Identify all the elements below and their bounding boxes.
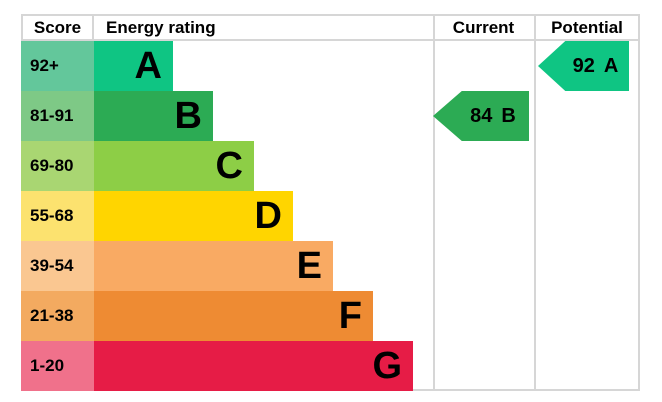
band-grade-label: E [296, 245, 322, 287]
current-grade-label: B [501, 104, 516, 127]
score-range-cell: 81-91 [21, 91, 94, 141]
band-grade-label: B [174, 95, 202, 137]
score-range-cell: 1-20 [21, 341, 94, 391]
score-range-cell: 21-38 [21, 291, 94, 341]
potential-rating-arrow: 92 A [538, 41, 629, 91]
potential-score-value: 92 [572, 54, 595, 77]
score-range-label: 92+ [30, 56, 59, 75]
energy-band-bar: E [94, 241, 333, 291]
score-range-cell: 55-68 [21, 191, 94, 241]
score-range-label: 39-54 [30, 256, 74, 275]
band-grade-label: F [338, 295, 362, 337]
score-range-label: 1-20 [30, 356, 65, 375]
energy-band-bar: D [94, 191, 293, 241]
current-column-divider [433, 16, 435, 389]
current-header: Current [452, 17, 515, 37]
potential-column-divider [534, 16, 536, 389]
energy-band-bar: F [94, 291, 373, 341]
score-range-cell: 92+ [21, 41, 94, 91]
score-header: Score [21, 16, 94, 39]
score-range-cell: 39-54 [21, 241, 94, 291]
score-range-label: 69-80 [30, 156, 74, 175]
potential-header: Potential [551, 17, 623, 37]
energy-band-bar: B [94, 91, 213, 141]
epc-rating-chart: Score Energy rating Current Potential 92… [21, 14, 640, 391]
score-range-label: 55-68 [30, 206, 74, 225]
band-grade-label: A [134, 45, 162, 87]
energy-rating-header: Energy rating [106, 17, 216, 37]
energy-band-bar: G [94, 341, 413, 391]
table-right-border [638, 16, 640, 389]
band-grade-label: G [372, 345, 402, 387]
current-rating-arrow: 84 B [433, 91, 529, 141]
energy-band-bar: A [94, 41, 173, 91]
band-grade-label: C [215, 145, 243, 187]
score-range-label: 21-38 [30, 306, 74, 325]
table-header-row: Score Energy rating Current Potential [21, 16, 640, 41]
current-score-value: 84 [470, 104, 493, 127]
energy-band-bar: C [94, 141, 254, 191]
potential-grade-label: A [603, 54, 619, 77]
band-grade-label: D [254, 195, 282, 237]
score-range-label: 81-91 [30, 106, 74, 125]
score-range-cell: 69-80 [21, 141, 94, 191]
